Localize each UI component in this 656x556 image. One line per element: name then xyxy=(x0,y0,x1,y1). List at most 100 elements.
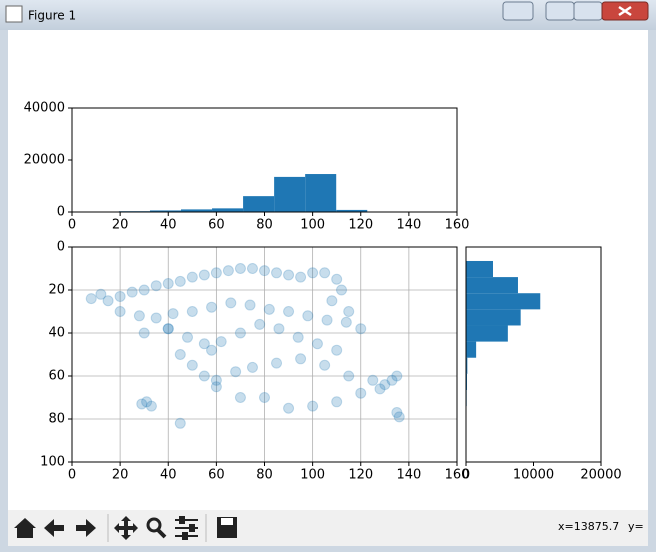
point xyxy=(322,315,332,325)
point xyxy=(284,270,294,280)
point xyxy=(223,266,233,276)
point xyxy=(207,345,217,355)
point xyxy=(272,358,282,368)
y-tick-label: 40000 xyxy=(24,101,65,116)
toolbar xyxy=(8,510,648,546)
bar xyxy=(466,342,476,358)
point xyxy=(134,311,144,321)
bar xyxy=(212,208,243,212)
point xyxy=(151,313,161,323)
point xyxy=(387,375,397,385)
x-tick-label: 120 xyxy=(348,468,373,483)
point xyxy=(394,412,404,422)
point xyxy=(168,309,178,319)
point xyxy=(332,397,342,407)
x-tick-label: 80 xyxy=(256,218,273,233)
point xyxy=(139,328,149,338)
point xyxy=(308,268,318,278)
bar xyxy=(466,309,521,325)
y-tick-label: 0 xyxy=(57,240,65,255)
maximize-button[interactable] xyxy=(574,2,602,20)
point xyxy=(146,401,156,411)
point xyxy=(320,360,330,370)
point xyxy=(264,304,274,314)
x-tick-label: 140 xyxy=(396,218,421,233)
point xyxy=(187,360,197,370)
point xyxy=(235,264,245,274)
point xyxy=(183,332,193,342)
resize-button[interactable] xyxy=(503,2,533,20)
y-tick-label: 100 xyxy=(40,455,65,470)
point xyxy=(260,266,270,276)
point xyxy=(332,345,342,355)
point xyxy=(151,281,161,291)
status-x: x=13875.7 xyxy=(558,520,619,533)
point xyxy=(260,393,270,403)
point xyxy=(226,298,236,308)
point xyxy=(175,276,185,286)
point xyxy=(375,384,385,394)
point xyxy=(231,367,241,377)
bar xyxy=(243,196,274,212)
point xyxy=(247,264,257,274)
x-tick-label: 20000 xyxy=(580,468,621,483)
x-tick-label: 100 xyxy=(300,218,325,233)
y-tick-label: 20000 xyxy=(24,153,65,168)
x-tick-label: 0 xyxy=(68,218,76,233)
point xyxy=(312,339,322,349)
y-tick-label: 40 xyxy=(48,326,65,341)
point xyxy=(199,371,209,381)
bar xyxy=(466,277,518,293)
x-tick-label: 0 xyxy=(462,468,470,483)
bar xyxy=(274,177,305,212)
y-tick-label: 80 xyxy=(48,412,65,427)
status-y: y= xyxy=(628,520,644,533)
point xyxy=(284,403,294,413)
point xyxy=(199,270,209,280)
point xyxy=(356,324,366,334)
point xyxy=(320,268,330,278)
window-title: Figure 1 xyxy=(28,9,76,23)
y-tick-label: 60 xyxy=(48,369,65,384)
x-tick-label: 100 xyxy=(300,468,325,483)
point xyxy=(368,375,378,385)
point xyxy=(245,300,255,310)
x-tick-label: 0 xyxy=(68,468,76,483)
point xyxy=(344,371,354,381)
bar xyxy=(466,325,508,341)
point xyxy=(341,317,351,327)
y-tick-label: 0 xyxy=(57,205,65,220)
x-tick-label: 10000 xyxy=(513,468,554,483)
x-tick-label: 160 xyxy=(445,218,470,233)
point xyxy=(175,418,185,428)
point xyxy=(211,382,221,392)
point xyxy=(187,307,197,317)
point xyxy=(303,311,313,321)
point xyxy=(86,294,96,304)
point xyxy=(175,350,185,360)
point xyxy=(115,307,125,317)
point xyxy=(344,307,354,317)
point xyxy=(327,296,337,306)
bar xyxy=(466,293,540,309)
configure-button[interactable] xyxy=(175,517,198,539)
minimize-button[interactable] xyxy=(546,2,574,20)
point xyxy=(296,354,306,364)
point xyxy=(139,285,149,295)
point xyxy=(356,388,366,398)
x-tick-label: 40 xyxy=(160,218,177,233)
x-tick-label: 40 xyxy=(160,468,177,483)
point xyxy=(293,332,303,342)
app-icon xyxy=(6,6,22,22)
x-tick-label: 120 xyxy=(348,218,373,233)
point xyxy=(332,274,342,284)
x-tick-label: 60 xyxy=(208,468,225,483)
x-tick-label: 80 xyxy=(256,468,273,483)
point xyxy=(284,307,294,317)
point xyxy=(127,287,137,297)
x-tick-label: 60 xyxy=(208,218,225,233)
point xyxy=(207,302,217,312)
point xyxy=(272,268,282,278)
point xyxy=(337,285,347,295)
